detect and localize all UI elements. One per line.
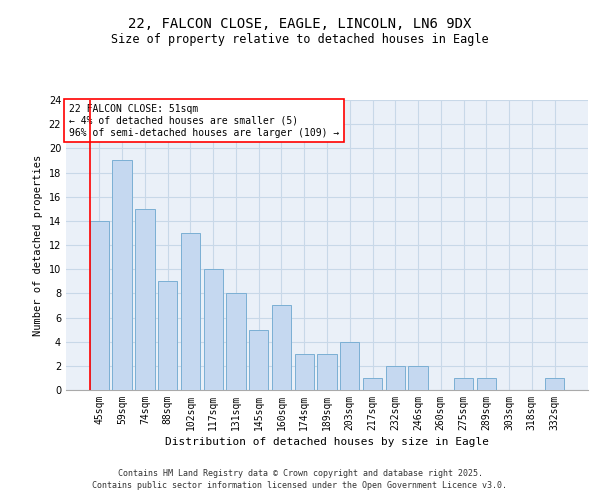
Bar bbox=[545, 378, 564, 390]
Bar bbox=[226, 294, 245, 390]
Bar bbox=[181, 233, 200, 390]
Bar bbox=[158, 281, 178, 390]
Text: Size of property relative to detached houses in Eagle: Size of property relative to detached ho… bbox=[111, 32, 489, 46]
Bar bbox=[340, 342, 359, 390]
Bar bbox=[112, 160, 132, 390]
Bar bbox=[476, 378, 496, 390]
Bar bbox=[249, 330, 268, 390]
Bar bbox=[203, 269, 223, 390]
Bar bbox=[135, 209, 155, 390]
Bar bbox=[272, 306, 291, 390]
Y-axis label: Number of detached properties: Number of detached properties bbox=[33, 154, 43, 336]
Bar bbox=[386, 366, 405, 390]
Text: 22, FALCON CLOSE, EAGLE, LINCOLN, LN6 9DX: 22, FALCON CLOSE, EAGLE, LINCOLN, LN6 9D… bbox=[128, 18, 472, 32]
Bar bbox=[409, 366, 428, 390]
Text: 22 FALCON CLOSE: 51sqm
← 4% of detached houses are smaller (5)
96% of semi-detac: 22 FALCON CLOSE: 51sqm ← 4% of detached … bbox=[68, 104, 339, 138]
Bar bbox=[90, 221, 109, 390]
X-axis label: Distribution of detached houses by size in Eagle: Distribution of detached houses by size … bbox=[165, 437, 489, 447]
Text: Contains HM Land Registry data © Crown copyright and database right 2025.
Contai: Contains HM Land Registry data © Crown c… bbox=[92, 468, 508, 490]
Bar bbox=[363, 378, 382, 390]
Bar bbox=[295, 354, 314, 390]
Bar bbox=[317, 354, 337, 390]
Bar bbox=[454, 378, 473, 390]
